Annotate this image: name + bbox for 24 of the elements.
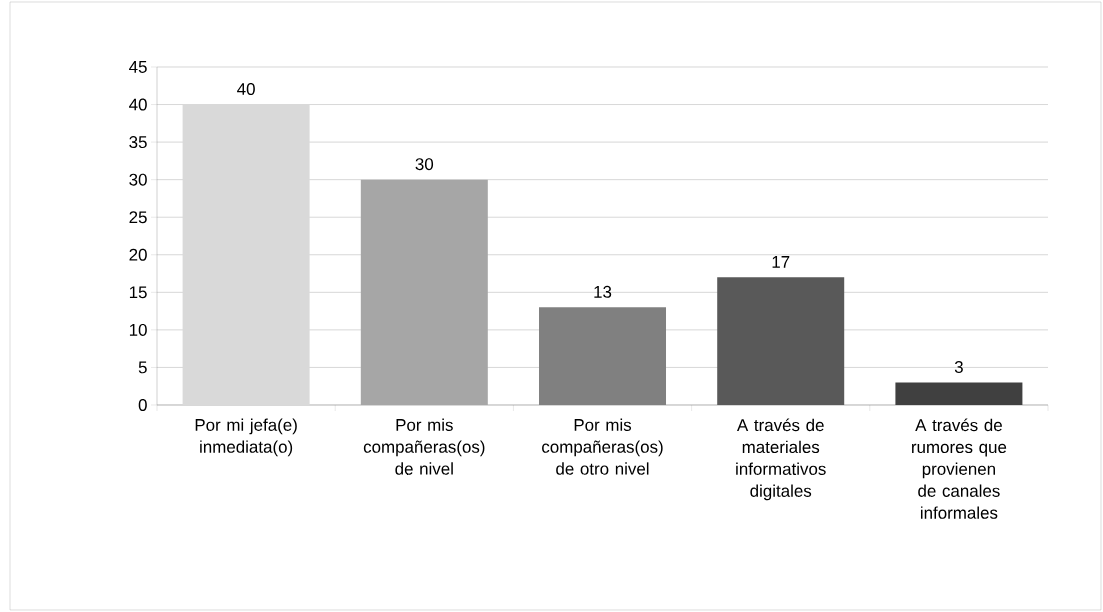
y-tick-label: 15 (129, 286, 147, 299)
x-tick-label: A través de materiales informativos digitales (736, 418, 826, 501)
data-label: 40 (237, 83, 255, 96)
data-label: 17 (772, 256, 790, 268)
y-tick-label: 10 (129, 323, 147, 336)
bar (360, 179, 488, 405)
y-tick-label: 5 (138, 361, 147, 374)
y-tick-label: 20 (129, 248, 147, 261)
x-tick-label: A través de rumores que provienen de canales informales (912, 418, 1007, 519)
data-label: 3 (954, 360, 963, 373)
bar (895, 382, 1023, 405)
bar (182, 104, 310, 405)
y-tick-label: 30 (129, 173, 147, 186)
data-label: 30 (415, 158, 434, 171)
y-tick-label: 35 (129, 136, 147, 149)
x-tick-label: Por mis compañeras(os) de otro nivel (542, 418, 663, 475)
x-tick-label: Por mis compañeras(os) de nivel (363, 418, 485, 475)
bar (717, 277, 845, 405)
y-tick-label: 0 (138, 398, 147, 411)
y-tick-label: 25 (129, 211, 147, 224)
data-label: 13 (594, 285, 612, 298)
x-tick-label: Por mi jefa(e) inmediata(o) (195, 418, 297, 457)
y-tick-label: 40 (129, 98, 147, 111)
y-tick-label: 45 (129, 61, 147, 73)
